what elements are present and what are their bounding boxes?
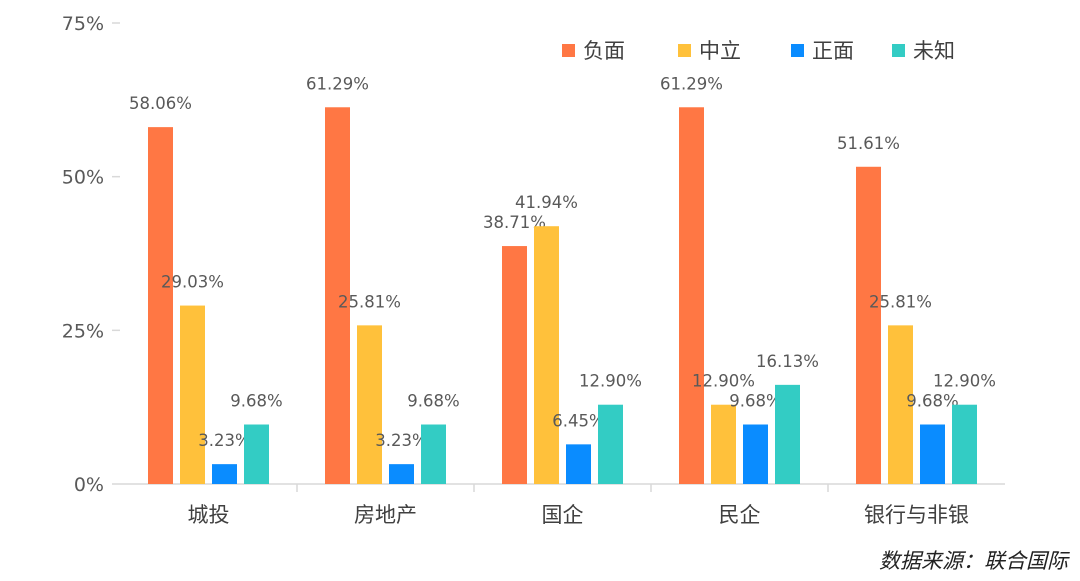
y-tick-label: 0% [74, 474, 104, 496]
bar [325, 107, 350, 484]
x-tick-label: 民企 [719, 503, 761, 527]
legend-swatch [892, 44, 905, 57]
bar [212, 464, 237, 484]
bar [711, 404, 736, 484]
bar [357, 325, 382, 484]
legend-swatch [791, 44, 804, 57]
bar [888, 325, 913, 484]
y-tick-label: 50% [62, 167, 104, 189]
y-tick-label: 75% [62, 13, 104, 35]
data-label: 25.81% [338, 292, 401, 311]
bar [502, 246, 527, 484]
data-label: 58.06% [129, 94, 192, 113]
data-label: 51.61% [837, 134, 900, 153]
bar [598, 404, 623, 484]
bar [566, 444, 591, 484]
legend-swatch [562, 44, 575, 57]
legend-label: 中立 [699, 39, 741, 63]
data-label: 41.94% [515, 193, 578, 212]
data-label: 38.71% [483, 213, 546, 232]
data-label: 3.23% [375, 431, 427, 450]
bar [389, 464, 414, 484]
x-tick-label: 国企 [542, 503, 584, 527]
data-label: 12.90% [579, 372, 642, 391]
bar [856, 166, 881, 484]
bar [148, 127, 173, 484]
bar [952, 404, 977, 484]
data-label: 9.68% [906, 392, 958, 411]
data-label: 61.29% [660, 74, 723, 93]
data-label: 29.03% [161, 273, 224, 292]
legend-label: 未知 [913, 39, 955, 63]
data-label: 9.68% [230, 392, 282, 411]
x-tick-label: 银行与非银 [864, 503, 969, 527]
bar [743, 424, 768, 484]
data-label: 9.68% [729, 392, 781, 411]
bar [180, 305, 205, 484]
x-tick-label: 房地产 [354, 503, 417, 527]
bar [421, 424, 446, 484]
data-label: 9.68% [407, 392, 459, 411]
data-label: 6.45% [552, 411, 604, 430]
bar [534, 226, 559, 484]
data-label: 61.29% [306, 74, 369, 93]
legend-label: 正面 [812, 39, 854, 63]
data-label: 12.90% [933, 372, 996, 391]
bar [244, 424, 269, 484]
bar [920, 424, 945, 484]
data-label: 12.90% [692, 372, 755, 391]
y-tick-label: 25% [62, 320, 104, 342]
x-tick-label: 城投 [188, 503, 230, 527]
bar [775, 384, 800, 484]
source-note: 数据来源：联合国际 [879, 549, 1068, 573]
data-label: 25.81% [869, 292, 932, 311]
bar [679, 107, 704, 484]
data-label: 16.13% [756, 352, 819, 371]
legend-label: 负面 [583, 39, 625, 63]
data-label: 3.23% [198, 431, 250, 450]
legend-swatch [678, 44, 691, 57]
